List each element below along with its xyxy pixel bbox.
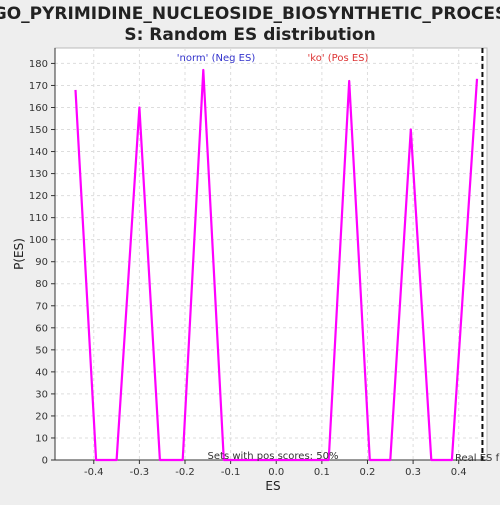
plot-area (54, 47, 488, 461)
y-tick-label: 20 (35, 411, 48, 422)
chart-title-line2: S: Random ES distribution (124, 25, 375, 45)
pos-scores-annotation: Sets with pos scores: 50% (208, 451, 339, 462)
chart-title-line1: GO_PYRIMIDINE_NUCLEOSIDE_BIOSYNTHETIC_PR… (0, 4, 500, 24)
x-tick-label: -0.2 (175, 467, 195, 478)
y-axis-label: P(ES) (12, 238, 26, 270)
series-line (74, 68, 479, 462)
y-tick-label: 90 (35, 257, 48, 268)
y-tick-label: 60 (35, 323, 48, 334)
x-tick-label: 0.4 (451, 467, 467, 478)
y-tick-label: 70 (35, 301, 48, 312)
y-tick-label: 140 (29, 147, 48, 158)
real-es-label: Real ES f (455, 453, 500, 464)
y-tick-label: 120 (29, 191, 48, 202)
y-tick-label: 100 (29, 235, 48, 246)
series-marks (74, 48, 484, 462)
x-axis-label: ES (265, 479, 280, 493)
axes: 0 10 20 30 40 50 60 70 80 90 100 110 120 130 140 150 160… (29, 48, 487, 478)
legend-entry-neg-es: 'norm' (Neg ES) (177, 53, 256, 64)
x-tick-label: -0.4 (84, 467, 104, 478)
y-tick-label: 0 (42, 456, 48, 467)
y-tick-label: 170 (29, 81, 48, 92)
legend-entry-pos-es: 'ko' (Pos ES) (308, 53, 369, 64)
y-tick-label: 130 (29, 169, 48, 180)
y-tick-label: 110 (29, 213, 48, 224)
x-tick-label: 0.0 (268, 467, 284, 478)
y-tick-label: 160 (29, 103, 48, 114)
x-tick-label: -0.3 (130, 467, 150, 478)
x-tick-label: 0.3 (405, 467, 421, 478)
y-tick-label: 40 (35, 367, 48, 378)
x-tick-label: 0.1 (314, 467, 330, 478)
x-tick-label: -0.1 (221, 467, 241, 478)
y-tick-label: 10 (35, 433, 48, 444)
y-tick-label: 80 (35, 279, 48, 290)
y-tick-label: 30 (35, 389, 48, 400)
y-tick-label: 180 (29, 59, 48, 70)
x-tick-label: 0.2 (360, 467, 376, 478)
y-tick-label: 150 (29, 125, 48, 136)
y-tick-label: 50 (35, 345, 48, 356)
